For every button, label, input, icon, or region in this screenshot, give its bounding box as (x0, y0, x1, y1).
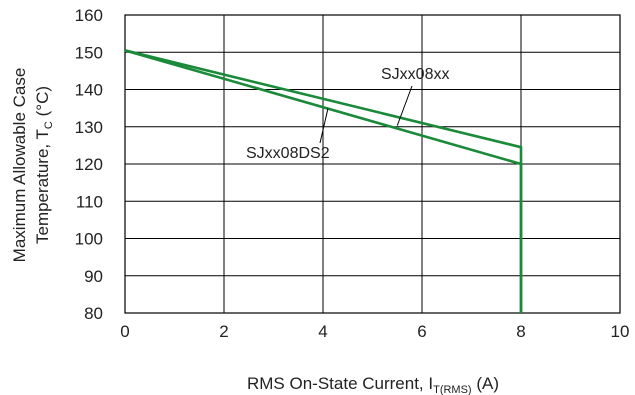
y-tick-label: 150 (75, 43, 103, 62)
y-axis-title-line2-main: Temperature, T (33, 129, 52, 244)
y-tick-label: 100 (75, 230, 103, 249)
x-tick-label: 0 (120, 322, 129, 341)
x-tick-label: 2 (219, 322, 228, 341)
y-axis-title-line2-unit: (°C) (33, 86, 52, 121)
y-tick-label: 160 (75, 6, 103, 25)
x-tick-label: 8 (516, 322, 525, 341)
y-axis-title-line2-sub: C (43, 121, 55, 129)
y-tick-label: 90 (84, 267, 103, 286)
plot-frame (124, 14, 621, 314)
grid (124, 14, 621, 314)
series-layer (124, 49, 523, 313)
annotation-pointer (319, 108, 329, 144)
y-tick-label: 120 (75, 155, 103, 174)
annotation-layer: SJxx08xx SJxx08DS2 (246, 66, 449, 162)
x-tick-label: 6 (417, 322, 426, 341)
y-tick-label: 80 (84, 304, 103, 323)
y-tick-label: 140 (75, 81, 103, 100)
x-axis-title-unit: (A) (472, 374, 499, 393)
annotation-pointer (396, 85, 413, 126)
series-line (124, 49, 523, 313)
y-tick-label: 130 (75, 118, 103, 137)
y-tick-labels: 80 90 100 110 120 130 140 150 160 (75, 6, 103, 323)
x-axis-title-sub: T(RMS) (433, 384, 472, 395)
x-tick-labels: 0 2 4 6 8 10 (120, 322, 629, 341)
series-annotation-label: SJxx08DS2 (246, 145, 330, 162)
x-tick-label: 4 (318, 322, 327, 341)
x-tick-label: 10 (611, 322, 630, 341)
series-annotation-label: SJxx08xx (381, 66, 449, 83)
y-axis-title-line1: Maximum Allowable Case (10, 68, 29, 263)
y-tick-label: 110 (76, 192, 103, 211)
y-axis-title: Maximum Allowable Case Temperature, TC (… (10, 68, 55, 263)
x-axis-title-main: RMS On-State Current, I (247, 374, 433, 393)
x-axis-title: RMS On-State Current, IT(RMS) (A) (247, 374, 499, 395)
y-axis-title-line2: Temperature, TC (°C) (33, 86, 55, 244)
